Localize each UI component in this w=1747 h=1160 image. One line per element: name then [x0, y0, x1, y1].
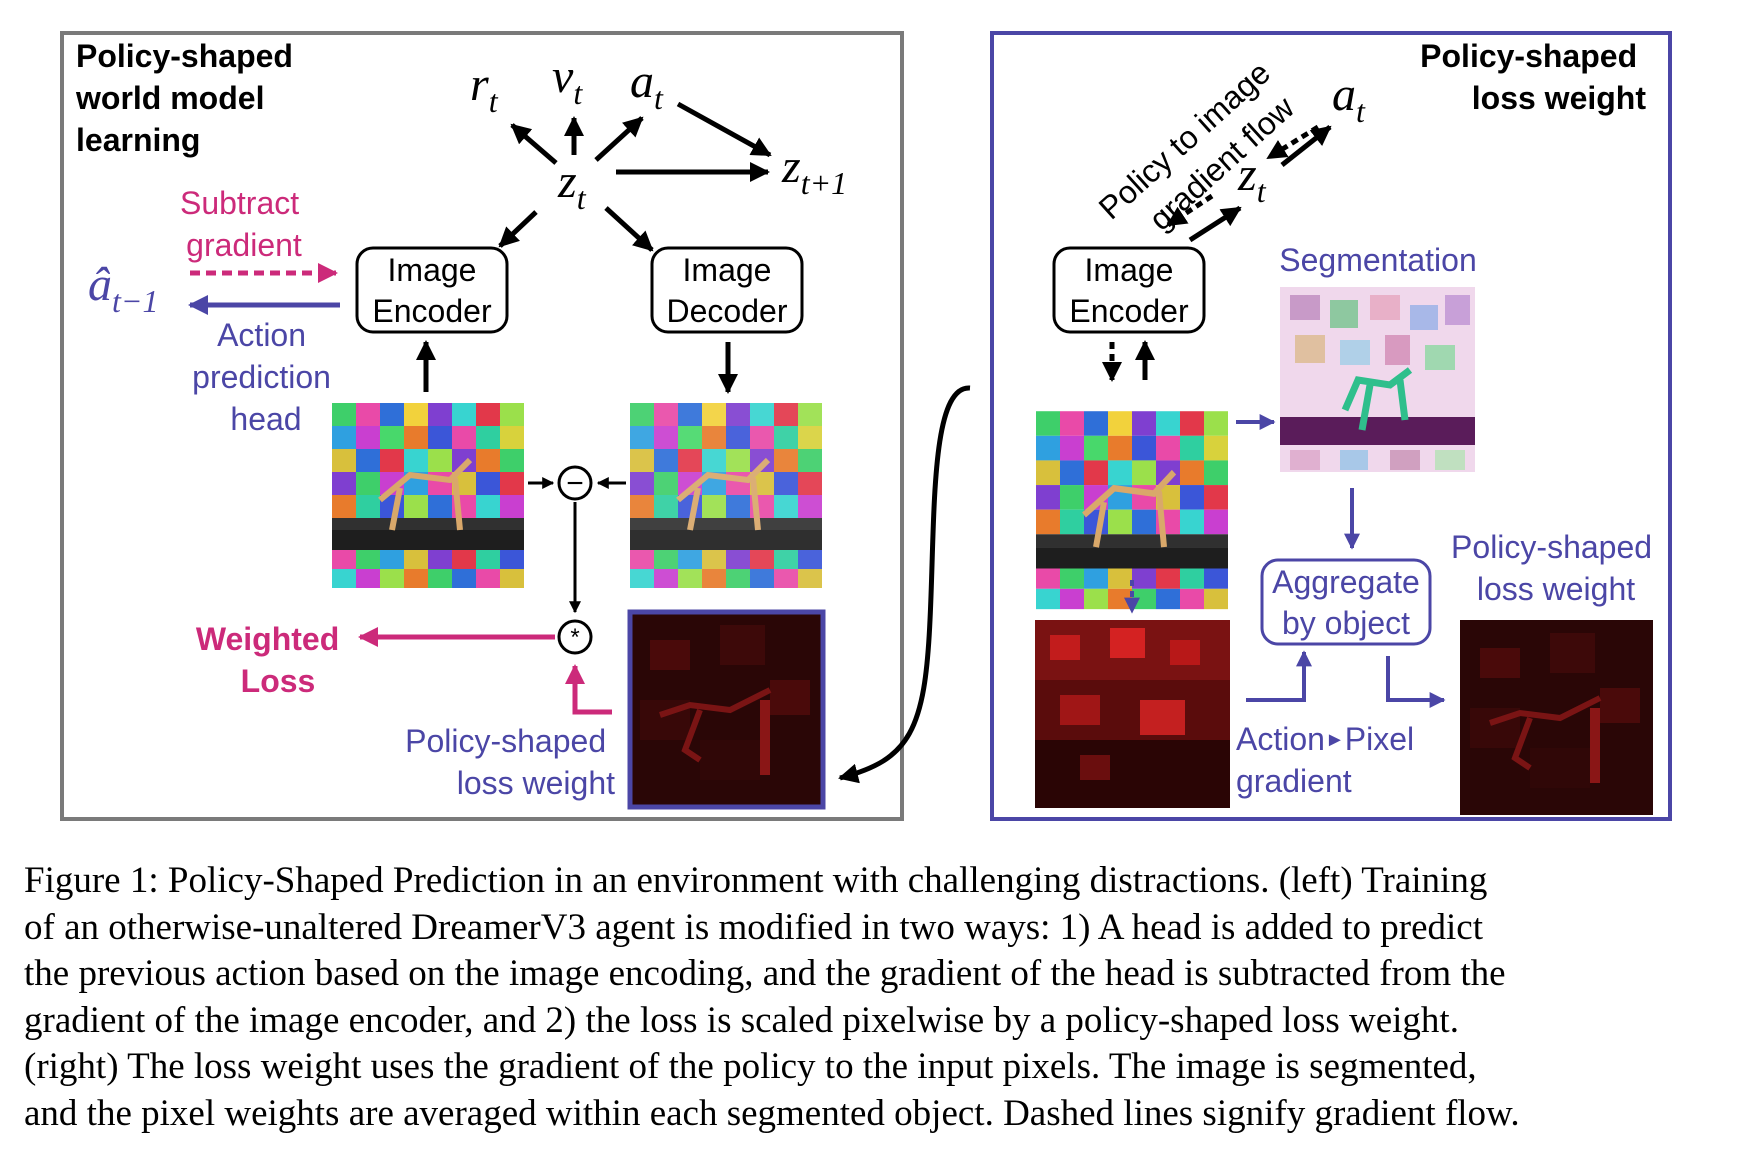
reconstruction-image — [630, 403, 822, 588]
loss-weight-to-times-arrow — [565, 664, 612, 715]
left-panel-border — [60, 31, 904, 821]
left-image-encoder: Image Encoder — [355, 246, 509, 334]
svg-text:−: − — [566, 467, 584, 500]
right-panel-title: Policy-shaped loss weight — [1420, 38, 1646, 116]
right-loss-weight-label: Policy-shaped loss weight — [1451, 529, 1661, 607]
right-panel-border — [990, 31, 1672, 821]
right-image-encoder: Image Encoder — [1052, 246, 1206, 334]
value-label: vt — [552, 50, 583, 111]
caption-line: and the pixel weights are averaged withi… — [24, 1092, 1520, 1134]
action-prediction-head-label: Action prediction head — [192, 317, 340, 437]
right-observation-image — [1036, 411, 1228, 609]
gradient-flow-label: Policy to image gradient flow — [1092, 48, 1312, 257]
predicted-action-label: ât−1 — [88, 258, 158, 319]
multiply-op: * — [557, 619, 593, 655]
right-loss-weight-image — [1460, 620, 1653, 815]
observation-image — [332, 403, 524, 588]
segmentation-image — [1280, 287, 1475, 472]
right-math: at zt — [1237, 68, 1366, 209]
left-loss-weight-image — [627, 609, 826, 810]
reward-label: rt — [470, 58, 499, 119]
caption-line: gradient of the image encoder, and 2) th… — [24, 999, 1459, 1041]
latent-outputs: rt vt at zt zt+1 ât−1 — [88, 50, 847, 319]
loss-weight-connector — [838, 385, 971, 784]
policy-solid-arrow-2 — [1188, 205, 1242, 243]
svg-text:*: * — [570, 624, 579, 651]
action-pixel-gradient-image — [1035, 620, 1230, 808]
figure-diagram: Policy-shaped world model learning rt vt… — [60, 31, 1672, 821]
aggregate-box: Aggregate by object — [1260, 558, 1432, 646]
caption-line: Figure 1: Policy-Shaped Prediction in an… — [24, 860, 1488, 901]
action-label: at — [630, 55, 664, 116]
policy-dashed-arrow-1 — [1266, 124, 1320, 161]
subtract-gradient-label: Subtract gradient — [180, 185, 308, 263]
subtract-op: − — [557, 465, 593, 501]
segmentation-label: Segmentation — [1279, 242, 1476, 278]
next-latent-label: zt+1 — [781, 140, 847, 201]
latent-arrows — [498, 101, 772, 252]
latent-state-label: zt — [557, 155, 587, 216]
left-loss-weight-label: Policy-shaped loss weight — [405, 723, 615, 801]
left-panel-title: Policy-shaped world model learning — [75, 38, 302, 158]
caption-line: the previous action based on the image e… — [24, 953, 1506, 995]
policy-solid-arrow-1 — [1280, 125, 1332, 167]
gradient-to-aggregate-arrow — [1246, 650, 1312, 702]
right-latent-label: zt — [1237, 148, 1267, 209]
weighted-loss-label: Weighted Loss — [196, 621, 348, 699]
aggregate-to-weight-arrow — [1386, 656, 1446, 708]
policy-dashed-arrow-2 — [1166, 193, 1214, 228]
figure-caption: Figure 1: Policy-Shaped Prediction in an… — [24, 858, 1724, 1138]
image-decoder: Image Decoder — [650, 246, 804, 334]
caption-line: (right) The loss weight uses the gradien… — [24, 1046, 1477, 1088]
right-action-label: at — [1332, 68, 1366, 129]
caption-line: of an otherwise-unaltered DreamerV3 agen… — [24, 906, 1484, 948]
action-pixel-gradient-label: Action►Pixel gradient — [1236, 721, 1423, 799]
